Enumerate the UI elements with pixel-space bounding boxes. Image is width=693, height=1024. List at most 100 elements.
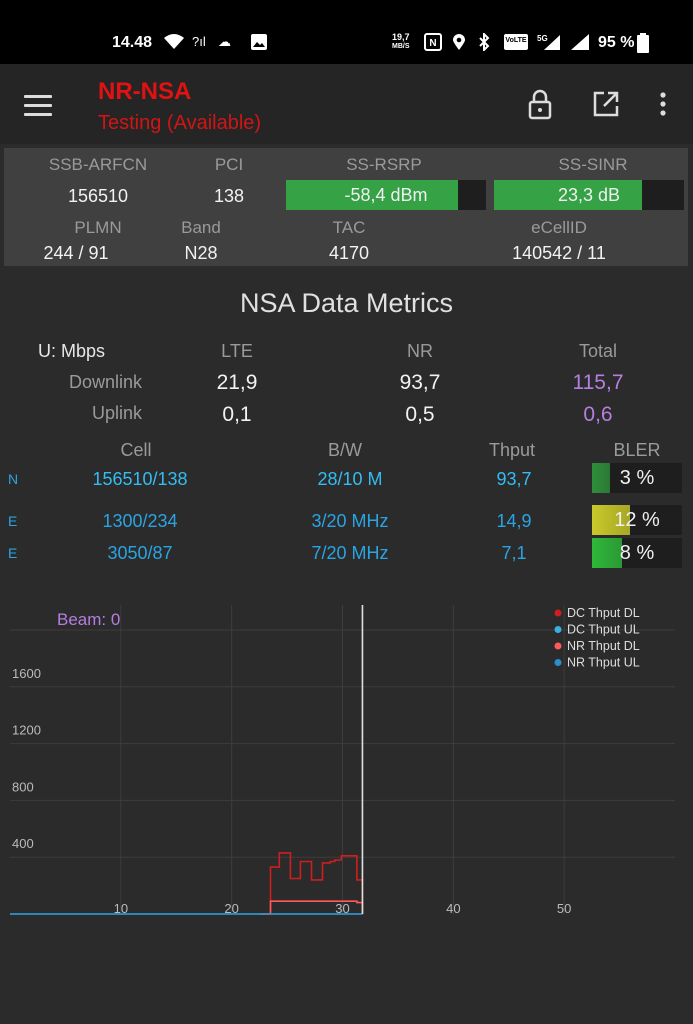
bler-value: 12 % [614,509,660,531]
cell-id: 156510/138 [92,469,188,489]
menu-icon[interactable] [24,95,52,117]
throughput-chart[interactable]: 400 800 1200 1600 10 20 30 40 50 Beam: 0 DC Thput … [0,600,693,930]
legend-marker [554,642,562,650]
bler-fill [592,538,622,568]
legend-label: DC Thput UL [567,623,640,637]
ss-rsrp-bar: -58,4 dBm [286,180,486,210]
network-speed: 19,7 MB/S [392,33,410,51]
ss-sinr-bar: 23,3 dB [494,180,684,210]
metrics-col-lte: LTE [221,341,253,361]
band-value: N28 [184,243,218,263]
ecellid-label: eCellID [531,218,587,237]
ss-sinr-fill [494,180,643,210]
svg-text:N: N [429,38,436,49]
image-icon [250,33,268,56]
battery-icon [637,33,649,58]
cell-id: 3050/87 [107,543,173,563]
signal-icon [570,33,590,56]
bler-value: 8 % [619,542,655,564]
nfc-icon: N [424,33,442,56]
uplink-nr-value: 0,5 [405,403,435,426]
cell-info-panel: SSB-ARFCN PCI SS-RSRP SS-SINR 156510 138… [4,148,688,266]
tac-label: TAC [332,218,366,237]
bler-value: 3 % [619,467,655,489]
cell-bandwidth: 3/20 MHz [311,511,389,531]
bler-fill [592,463,610,493]
ss-rsrp-label: SS-RSRP [346,155,422,174]
beam-annotation: Beam: 0 [57,610,120,629]
x-tick-label: 30 [335,901,349,916]
more-vert-icon[interactable] [645,86,681,122]
downlink-lte-value: 21,9 [216,371,258,394]
cell-type-tag: N [8,471,19,487]
open-external-icon[interactable] [588,86,624,122]
throughput-chart-svg: 400 800 1200 1600 10 20 30 40 50 Beam: 0 DC Thput … [10,605,675,916]
y-tick-label: 1600 [12,666,41,681]
x-tick-label: 10 [114,901,128,916]
network-speed-unit: MB/S [392,43,410,50]
cells-col-cell: Cell [120,440,152,460]
x-tick-label: 50 [557,901,571,916]
location-icon [451,33,467,56]
legend-label: DC Thput DL [567,606,640,620]
downlink-total-value: 115,7 [572,371,624,394]
legend-label: NR Thput UL [567,656,640,670]
series-line-dc-thput-dl [259,852,364,915]
bler-bar: 3 % [592,463,682,493]
ssb-arfcn-label: SSB-ARFCN [48,155,148,174]
ecellid-value: 140542 / 11 [512,243,606,263]
battery-level: 95 % [598,34,635,51]
tac-value: 4170 [328,243,370,263]
status-time: 14.48 [112,34,153,51]
uplink-label: Uplink [91,403,142,423]
legend-marker [554,659,562,666]
cell-id: 1300/234 [102,511,178,531]
lock-icon[interactable] [522,86,558,122]
metrics-unit-label: U: Mbps [38,341,106,361]
ss-rsrp-value: -58,4 dBm [344,185,428,205]
app-title: NR-NSA [98,78,192,105]
metrics-col-total: Total [578,341,618,361]
uplink-lte-value: 0,1 [222,403,252,426]
app-bar: NR-NSA Testing (Available) [0,64,693,144]
5g-signal-icon: 5G [536,33,562,56]
volte-icon: VoLTE [503,33,529,56]
legend-marker [554,609,562,617]
bler-bar: 8 % [592,538,682,568]
app-subtitle: Testing (Available) [98,112,262,134]
legend-label: NR Thput DL [567,639,640,653]
bler-fill [592,505,630,535]
pci-label: PCI [214,155,244,174]
ssb-arfcn-value: 156510 [67,186,129,206]
cell-thput: 93,7 [496,469,532,489]
cell-bandwidth: 7/20 MHz [311,543,389,563]
cells-col-thput: Thput [488,440,536,460]
ss-sinr-value: 23,3 dB [557,185,621,205]
wifi-icon [163,33,185,56]
y-tick-label: 800 [12,779,34,794]
y-tick-label: 1200 [12,723,41,738]
metrics-title: NSA Data Metrics [239,288,454,318]
ss-sinr-label: SS-SINR [558,155,628,174]
cells-col-bler: BLER [613,440,661,460]
cell-bandwidth: 28/10 M [317,469,383,489]
downlink-nr-value: 93,7 [399,371,441,394]
svg-text:VoLTE: VoLTE [505,37,526,44]
plmn-value: 244 / 91 [43,243,109,263]
pci-value: 138 [213,186,245,206]
cells-col-bw: B/W [328,440,362,460]
network-speed-value: 19,7 [392,32,410,42]
downlink-label: Downlink [68,372,142,392]
cell-type-tag: E [8,545,18,561]
bluetooth-icon [476,31,492,56]
cell-type-tag: E [8,513,18,529]
band-label: Band [181,218,221,237]
x-tick-label: 20 [224,901,238,916]
y-tick-label: 400 [12,836,34,851]
plmn-label: PLMN [74,218,122,237]
bler-bar: 12 % [592,505,682,535]
cell-thput: 7,1 [501,543,527,563]
wifi-calling-icon: ?ıl [192,34,206,49]
legend-marker [554,626,562,633]
x-tick-label: 40 [446,901,460,916]
